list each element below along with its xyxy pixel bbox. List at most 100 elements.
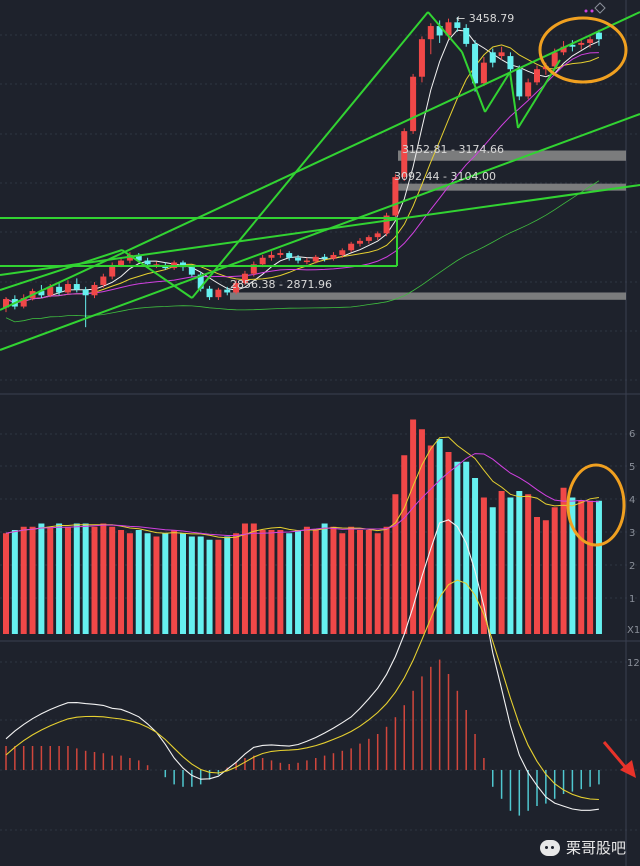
volume-bar [73,523,80,634]
volume-axis-tick: 1 [629,594,635,605]
ma20-line [5,52,599,304]
volume-bar [569,497,576,634]
volume-bar [436,439,443,634]
candle-body [64,284,71,293]
chat-bubble-icon [539,839,560,856]
candle-body [135,254,142,261]
volume-bar [303,526,310,634]
volume-bar [321,523,328,634]
support-zone [398,150,626,161]
volume-bar [56,523,63,634]
candle-body [551,52,558,67]
candle-body [472,43,479,84]
volume-axis-tick: 4 [629,495,635,506]
candle-body [392,177,399,216]
candle-body [100,276,107,285]
trend-line [0,249,123,291]
candle-body [321,256,328,259]
volume-bar [233,533,240,634]
volume-bar [197,536,204,634]
volume-bar [277,530,284,634]
volume-bar [180,533,186,634]
candle-body [463,27,470,44]
volume-bar [383,526,390,634]
volume-bar [126,533,133,634]
candle-body [56,286,63,293]
volume-bar [525,494,532,634]
trend-line [484,71,511,113]
volume-bar [454,461,461,634]
candle-body [383,215,390,234]
candle-body [445,22,452,36]
marker-dot [590,9,594,13]
volume-bar [109,526,116,634]
candle-body [436,26,443,36]
volume-bar [268,530,275,634]
volume-bar [47,526,54,634]
volume-bar [3,533,9,634]
volume-bar [578,500,585,634]
peak-price-label: ← 3458.79 [456,12,514,25]
volume-bar [516,491,523,634]
volume-bar [206,539,213,634]
candle-body [480,62,487,84]
volume-bar [392,494,399,634]
candle-body [215,289,222,298]
volume-bar [82,523,89,634]
highlight-ellipse [538,16,628,84]
volume-bar [330,526,337,634]
volume-bar [418,429,425,634]
volume-bar [374,533,381,634]
candle-body [250,264,257,274]
volume-bar [507,497,514,634]
candle-body [348,243,355,251]
candle-body [357,240,363,244]
volume-axis-unit: X1 [627,625,640,636]
candle-body [73,284,80,290]
volume-bar [339,533,346,634]
candle-body [47,286,54,296]
trend-line [0,113,640,351]
volume-bar [410,419,417,634]
volume-bar [445,452,452,634]
trend-line [191,11,429,299]
red-arrow-icon [602,741,628,769]
candle-body [454,22,461,28]
volume-bar [162,533,169,634]
volume-bar [118,530,125,634]
volume-bar [64,526,71,634]
watermark-text: 栗哥股吧 [565,839,626,857]
candle-body [144,260,151,265]
candle-body [578,42,585,45]
candle-body [569,44,576,47]
candle-body [277,253,284,255]
volume-bar [241,523,248,634]
macd-panel: 12 [5,519,640,816]
candle-body [268,254,275,258]
volume-bar [38,523,45,634]
zone-upper-label: 3152.81 - 3174.66 [402,143,504,156]
volume-bar [171,530,178,634]
volume-bar [472,478,479,634]
candle-body [330,254,337,259]
candle-body [180,262,186,268]
volume-bar [348,526,355,634]
volume-bar [250,523,257,634]
candle-body [525,82,532,97]
candle-body [339,250,346,255]
volume-bar [498,491,505,634]
candle-body [498,52,505,57]
volume-axis-tick: 6 [629,429,635,440]
ma60-line [5,180,600,323]
candle-body [206,288,213,298]
volume-bar [489,507,496,634]
volume-axis-tick: 5 [629,462,635,473]
zone-lower-label: 2856.38 - 2871.96 [230,278,332,291]
volume-bar [144,533,151,634]
price-panel: ← 3458.79 3152.81 - 3174.66 3092.44 - 3104… [0,11,640,351]
candle-body [516,69,523,97]
candle-body [295,257,302,261]
volume-bar [153,536,160,634]
